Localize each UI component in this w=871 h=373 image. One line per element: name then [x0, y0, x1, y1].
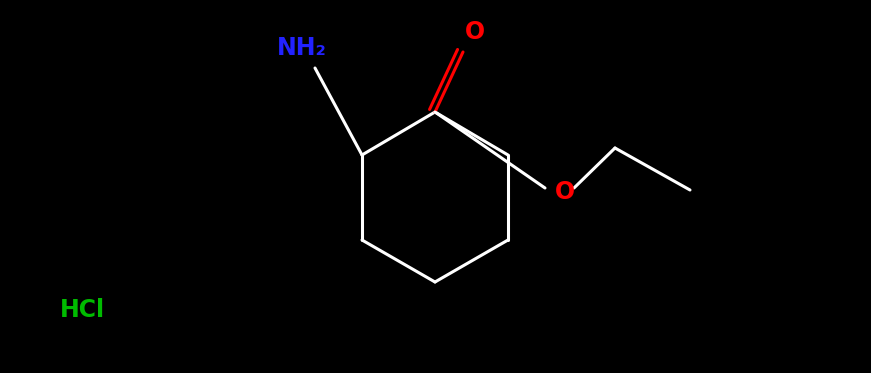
Text: NH₂: NH₂ [277, 36, 327, 60]
Text: O: O [465, 20, 485, 44]
Text: O: O [555, 180, 575, 204]
Text: HCl: HCl [60, 298, 105, 322]
